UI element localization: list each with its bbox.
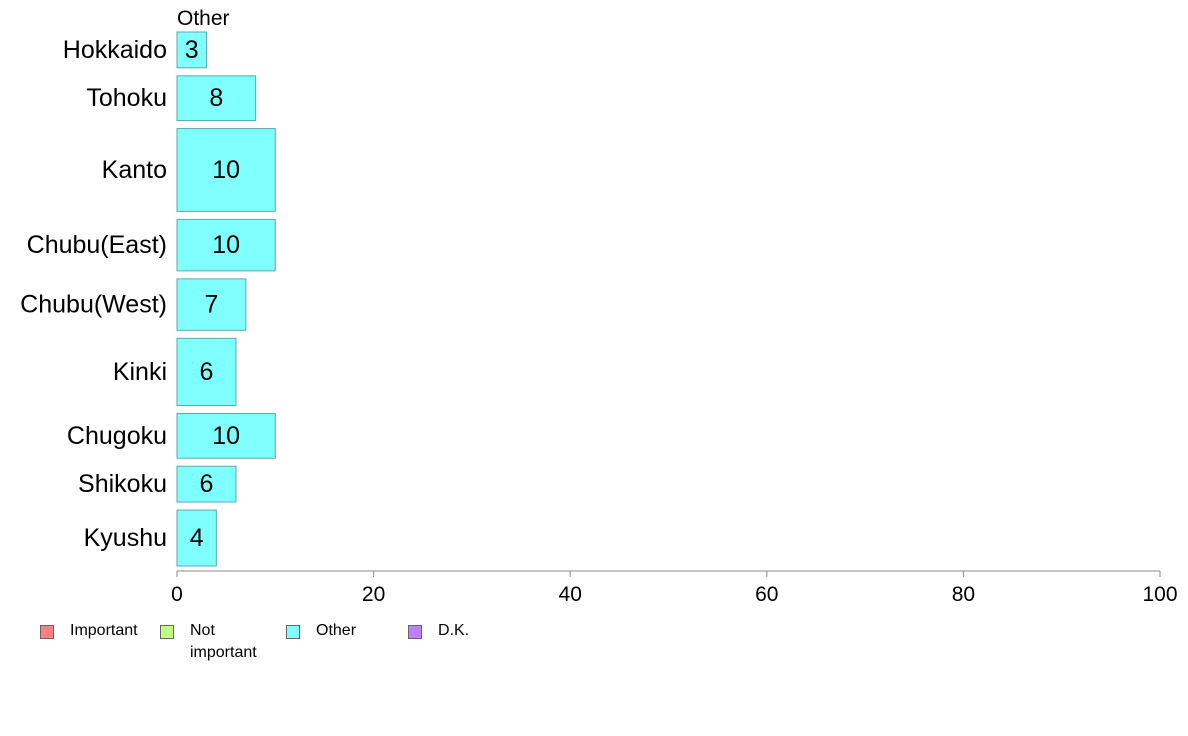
category-label: Chubu(East) [27, 231, 167, 259]
panel-title: Other [177, 7, 230, 30]
value-label: 3 [185, 36, 199, 64]
legend-label: D.K. [438, 622, 470, 639]
value-label: 6 [200, 470, 214, 498]
bar [176, 509, 217, 567]
x-tick-label: 100 [1142, 583, 1177, 606]
category-label: Chugoku [67, 422, 167, 450]
x-tick-label: 20 [362, 583, 385, 606]
category-label: Shikoku [78, 470, 167, 498]
bar [176, 278, 247, 331]
value-label: 10 [212, 156, 240, 184]
legend-key-not-important [160, 625, 174, 639]
bar [176, 128, 276, 212]
legend-item-other: Other [286, 620, 408, 642]
legend-key-dk [408, 625, 422, 639]
bar [176, 31, 207, 69]
value-label: 6 [200, 358, 214, 386]
bar [176, 218, 276, 272]
bar [176, 465, 237, 503]
value-label: 10 [212, 422, 240, 450]
legend-key-other [286, 625, 300, 639]
x-tick-label: 60 [755, 583, 778, 606]
category-label: Kinki [113, 358, 167, 386]
value-label: 10 [212, 231, 240, 259]
bar [176, 412, 276, 459]
category-label: Hokkaido [63, 36, 167, 64]
legend-label: Not important [190, 622, 257, 661]
bar-chart: Other Hokkaido 3 Tohoku 8 Kanto 10 Chubu(East)… [20, 7, 1178, 606]
bars-group: Hokkaido 3 Tohoku 8 Kanto 10 Chubu(East) 10 Chub… [20, 31, 276, 567]
legend-key-important [40, 625, 54, 639]
x-axis: 0 20 40 60 80 100 [171, 570, 1178, 606]
legend-item-dk: D.K. [408, 620, 469, 642]
legend-label: Important [70, 622, 138, 639]
category-label: Chubu(West) [20, 291, 167, 319]
legend: Important Not important Other D.K. [40, 620, 469, 664]
x-tick-label: 0 [171, 583, 183, 606]
value-label: 8 [209, 84, 223, 112]
legend-label: Other [316, 622, 357, 639]
legend-item-not-important: Not important [160, 620, 286, 664]
category-label: Kanto [102, 156, 167, 184]
legend-item-important: Important [40, 620, 160, 642]
bar [176, 75, 257, 122]
x-tick-label: 80 [952, 583, 975, 606]
value-label: 7 [204, 291, 218, 319]
bar [176, 337, 237, 406]
x-tick-label: 40 [559, 583, 582, 606]
value-label: 4 [190, 524, 204, 552]
category-label: Kyushu [84, 524, 167, 552]
category-label: Tohoku [86, 84, 167, 112]
